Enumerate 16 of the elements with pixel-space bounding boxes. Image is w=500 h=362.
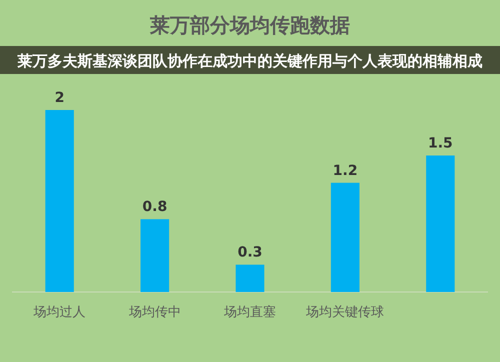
x-tick-label: 场均直塞 bbox=[223, 304, 276, 320]
x-tick-label: 场均传中 bbox=[128, 305, 181, 320]
x-tick-label: 场均过人 bbox=[32, 305, 86, 320]
chart-title: 莱万部分场均传跑数据 bbox=[149, 13, 350, 37]
data-label: 1.5 bbox=[428, 136, 453, 152]
bar bbox=[236, 264, 264, 292]
bar bbox=[426, 156, 455, 292]
data-label: 0.8 bbox=[142, 199, 168, 216]
bar bbox=[140, 219, 170, 292]
x-tick-label: 场均关键传球 bbox=[305, 305, 384, 320]
bar bbox=[45, 110, 74, 292]
text: 莱万多夫斯基深谈团队协作在成功中的关键作用与个人表现的相辅相成 bbox=[16, 52, 482, 70]
data-label: 2 bbox=[54, 90, 64, 106]
bar bbox=[330, 182, 360, 292]
data-label: 1.2 bbox=[332, 162, 358, 179]
data-label: 0.3 bbox=[238, 244, 262, 261]
